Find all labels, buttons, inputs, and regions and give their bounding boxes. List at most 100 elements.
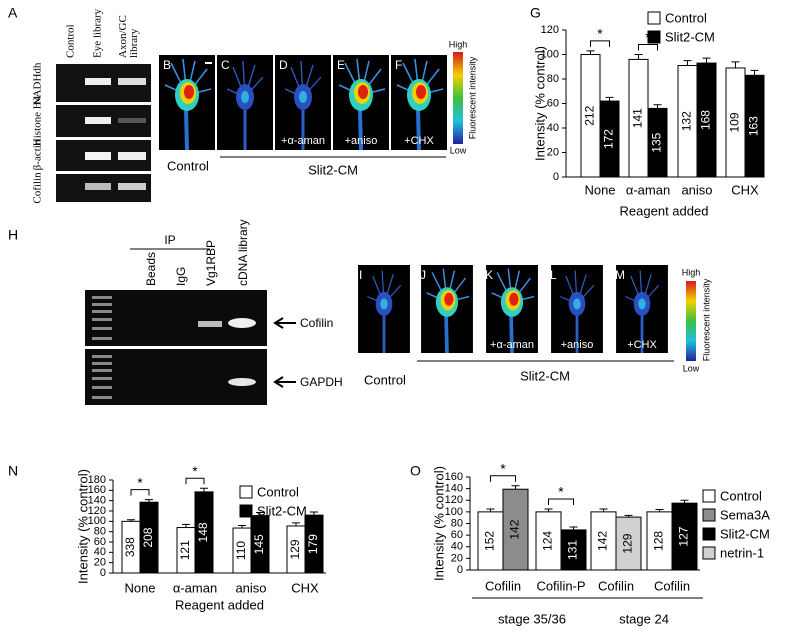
x-tick-label: α-aman [173,580,217,595]
gel-row-label: Cofilin [32,172,44,204]
n-label: 132 [680,111,694,131]
x-tick-label: None [124,580,155,595]
error-bar [486,508,495,512]
y-tick-label: 80 [451,517,463,529]
band-label: Cofilin [300,316,333,330]
x-tick-label: CHX [291,580,319,595]
group-label: stage 24 [619,611,669,626]
legend-swatch [647,11,661,25]
y-tick-label: 80 [94,526,106,538]
colorbar [453,52,463,144]
x-tick-label: Cofilin [654,578,690,593]
colorbar-low: Low [450,145,467,155]
x-tick-label: aniso [681,182,712,197]
y-tick-label: 120 [445,494,463,506]
colorbar-title: Fluorescent intensity [701,278,711,361]
bar [477,511,504,571]
y-tick-label: 40 [451,541,463,553]
legend-swatch [702,489,716,503]
n-label: 212 [583,105,597,125]
error-bar [634,54,643,60]
treatment-label: +aniso [345,135,378,147]
n-label: 168 [699,110,713,130]
image-label: F [395,58,402,72]
y-tick-label: 180 [88,474,106,486]
treatment-label: +CHX [627,339,657,351]
condition-label: Control [167,158,209,173]
error-bar [731,61,740,68]
legend-swatch [702,508,716,522]
growth-cone-images [159,55,447,150]
x-tick-label: Cofilin [485,578,521,593]
ip-label: IP [164,233,175,247]
gel-column-label: Control [65,24,77,58]
legend-swatch [702,527,716,541]
error-bar [624,514,633,518]
y-tick-label: 0 [457,564,463,576]
error-bar [702,57,711,64]
bar [590,511,617,571]
treatment-label: +α-aman [490,339,534,351]
gel-h [85,290,296,405]
y-tick-label: 160 [445,471,463,483]
y-tick-label: 120 [88,505,106,517]
bar [502,488,529,571]
legend-label: Slit2-CM [720,526,770,541]
significance-label: * [192,463,198,479]
y-tick-label: 100 [445,506,463,518]
significance-label: * [137,474,143,490]
image-label: L [550,268,557,282]
gel-row-label: β-actin [32,139,44,170]
gel-column-label: IgG [174,267,188,286]
condition-label: Slit2-CM [520,368,570,383]
error-bar [292,522,300,526]
chart-label: N [8,463,18,479]
y-tick-label: 140 [445,483,463,495]
gel-column-label: Axon/GC library [117,12,140,58]
y-tick-label: 0 [100,567,106,579]
n-label: 145 [252,534,266,554]
legend-label: Control [720,488,762,503]
y-tick-label: 140 [88,495,106,507]
n-label: 124 [541,531,555,551]
treatment-label: +α-aman [281,135,325,147]
x-tick-label: CHX [731,182,759,197]
significance-bracket [548,498,574,505]
group-label: stage 35/36 [498,611,566,626]
error-bar [655,509,664,512]
n-label: 141 [631,108,645,128]
chart-label: G [530,5,541,21]
colorbar [686,281,696,361]
y-tick-label: 160 [88,484,106,496]
error-bar [683,60,692,66]
n-label: 127 [677,526,691,546]
x-tick-label: Cofilin [598,578,634,593]
n-label: 338 [123,537,137,557]
chart-label: O [410,463,421,479]
n-label: 109 [728,112,742,132]
error-bar [127,519,135,522]
image-label: B [163,58,171,72]
error-bar [680,499,689,504]
image-label: J [420,268,426,282]
y-tick-label: 80 [547,73,559,85]
treatment-label: +aniso [561,339,594,351]
x-tick-label: Cofilin-P [536,578,585,593]
x-axis-label: Reagent added [175,597,264,612]
y-axis-label: Intensity (% control) [532,46,547,161]
error-bar [200,487,208,492]
significance-bracket [590,40,610,47]
gel-row-label: Histone H4 [32,95,44,146]
n-label: 163 [747,116,761,136]
n-label: 129 [621,533,635,553]
x-tick-label: α-aman [626,182,670,197]
error-bar [145,499,153,503]
error-bar [256,512,264,516]
legend-label: Control [257,484,299,499]
band-label: GAPDH [300,375,343,389]
error-bar [182,523,190,528]
bar [535,511,562,571]
significance-bracket [130,489,150,496]
n-label: 142 [508,519,522,539]
y-axis-label: Intensity (% control) [431,466,446,581]
